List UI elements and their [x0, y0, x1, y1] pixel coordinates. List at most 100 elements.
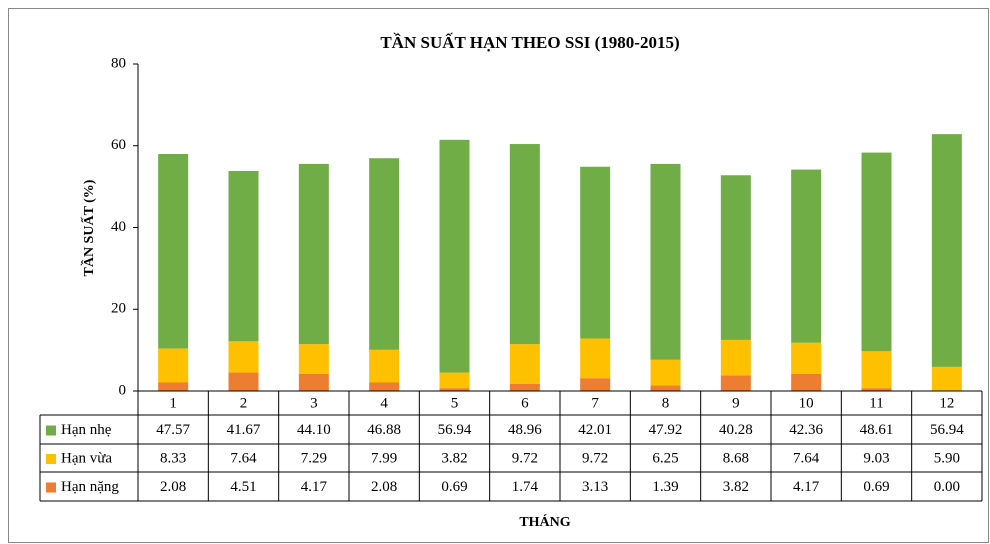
- x-axis-title: THÁNG: [519, 513, 570, 530]
- table-cell: 44.10: [297, 422, 331, 438]
- legend-swatch: [46, 454, 56, 464]
- bar-segment: [298, 344, 329, 374]
- chart-title: TẦN SUẤT HẠN THEO SSI (1980-2015): [380, 33, 679, 52]
- table-cell: 7.29: [301, 450, 327, 466]
- x-tick-label: 7: [591, 395, 599, 411]
- table-cell: 6.25: [652, 450, 678, 466]
- bar-segment: [791, 342, 822, 374]
- table-cell: 8.33: [160, 450, 186, 466]
- table-cell: 4.17: [793, 479, 820, 495]
- x-tick-label: 1: [169, 395, 177, 411]
- legend-swatch: [46, 482, 56, 493]
- bar-segment: [298, 163, 329, 345]
- bar-segment: [931, 366, 962, 391]
- bar-segment: [580, 338, 611, 379]
- table-cell: 9.72: [582, 450, 608, 466]
- bar-segment: [509, 383, 540, 391]
- bar-segment: [369, 349, 400, 383]
- bar-segment: [720, 175, 751, 340]
- table-cell: 3.82: [441, 450, 467, 466]
- x-tick-label: 5: [451, 395, 459, 411]
- table-cell: 4.51: [230, 479, 256, 495]
- x-tick-label: 6: [521, 395, 529, 411]
- y-tick-label: 60: [111, 137, 126, 153]
- legend-label: Hạn nhẹ: [61, 422, 112, 438]
- table-cell: 46.88: [367, 422, 401, 438]
- table-cell: 56.94: [930, 422, 964, 438]
- table-cell: 41.67: [227, 422, 261, 438]
- legend-label: Hạn vừa: [61, 450, 112, 466]
- bar-segment: [861, 152, 892, 352]
- table-cell: 3.13: [582, 479, 608, 495]
- bar-segment: [228, 372, 259, 391]
- bar-segment: [650, 385, 681, 391]
- table-cell: 48.61: [860, 422, 894, 438]
- bar-segment: [158, 382, 189, 391]
- bar-segment: [509, 344, 540, 384]
- bar-segment: [509, 144, 540, 345]
- table-cell: 2.08: [160, 479, 186, 495]
- table-cell: 40.28: [719, 422, 753, 438]
- bar-segment: [650, 359, 681, 386]
- bar-segment: [791, 169, 822, 343]
- x-tick-label: 3: [310, 395, 318, 411]
- table-cell: 1.39: [652, 479, 678, 495]
- table-cell: 2.08: [371, 479, 397, 495]
- bar-segment: [861, 351, 892, 389]
- bar-segment: [580, 378, 611, 391]
- bar-segment: [228, 171, 259, 342]
- bar-segment: [369, 158, 400, 350]
- bar-segment: [369, 382, 400, 391]
- table-cell: 7.64: [793, 450, 820, 466]
- table-cell: 48.96: [508, 422, 542, 438]
- table-cell: 47.92: [649, 422, 683, 438]
- table-cell: 7.64: [230, 450, 257, 466]
- bar-segment: [158, 154, 189, 349]
- table-cell: 1.74: [512, 479, 539, 495]
- bar-segment: [298, 373, 329, 391]
- bar-segment: [720, 339, 751, 376]
- bar-segment: [580, 166, 611, 339]
- x-tick-label: 8: [662, 395, 670, 411]
- legend-label: Hạn nặng: [61, 479, 119, 495]
- y-tick-label: 0: [119, 382, 127, 398]
- x-tick-label: 10: [799, 395, 814, 411]
- table-cell: 56.94: [438, 422, 472, 438]
- table-cell: 9.03: [863, 450, 889, 466]
- table-cell: 7.99: [371, 450, 397, 466]
- table-cell: 5.90: [934, 450, 960, 466]
- y-axis-title: TẦN SUẤT (%): [80, 179, 97, 276]
- bar-segment: [439, 372, 470, 389]
- x-tick-label: 4: [380, 395, 388, 411]
- table-cell: 47.57: [156, 422, 190, 438]
- y-tick-label: 20: [111, 301, 126, 317]
- x-tick-label: 9: [732, 395, 740, 411]
- bar-segment: [720, 375, 751, 391]
- table-cell: 0.00: [934, 479, 960, 495]
- x-tick-label: 12: [939, 395, 954, 411]
- table-cell: 0.69: [863, 479, 889, 495]
- bar-segment: [158, 348, 189, 383]
- table-cell: 3.82: [723, 479, 749, 495]
- bar-segment: [228, 341, 259, 373]
- bar-segment: [791, 373, 822, 391]
- bar-segment: [931, 134, 962, 367]
- table-cell: 9.72: [512, 450, 538, 466]
- legend-swatch: [46, 425, 56, 436]
- bar-segment: [439, 139, 470, 373]
- y-tick-label: 40: [111, 219, 126, 235]
- table-cell: 42.01: [578, 422, 612, 438]
- x-tick-label: 2: [240, 395, 248, 411]
- x-tick-label: 11: [869, 395, 883, 411]
- table-cell: 0.69: [441, 479, 467, 495]
- table-cell: 42.36: [789, 422, 823, 438]
- table-cell: 8.68: [723, 450, 749, 466]
- bar-segment: [650, 163, 681, 360]
- chart-border: [8, 8, 989, 543]
- y-tick-label: 80: [111, 55, 126, 71]
- bar-segment: [861, 388, 892, 391]
- table-cell: 4.17: [301, 479, 328, 495]
- bar-segment: [439, 388, 470, 391]
